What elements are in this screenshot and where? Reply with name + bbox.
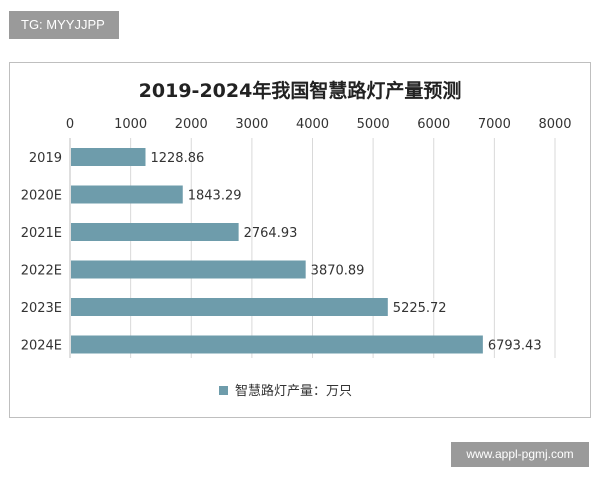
x-tick-label: 6000 xyxy=(417,117,450,132)
legend-swatch xyxy=(219,386,228,395)
x-tick-label: 8000 xyxy=(538,117,571,132)
bar xyxy=(71,185,183,204)
data-label: 6793.43 xyxy=(488,339,542,354)
x-tick-label: 2000 xyxy=(175,117,208,132)
x-tick-label: 7000 xyxy=(478,117,511,132)
category-label: 2020E xyxy=(21,189,62,204)
x-tick-label: 1000 xyxy=(114,117,147,132)
bar xyxy=(71,148,146,166)
category-label: 2019 xyxy=(29,151,62,166)
category-label: 2024E xyxy=(21,339,62,354)
category-label: 2021E xyxy=(21,226,62,241)
bar xyxy=(71,223,239,241)
data-label: 3870.89 xyxy=(311,264,365,279)
bar xyxy=(71,260,306,279)
bar xyxy=(71,298,388,316)
header-tag: TG: MYYJJPP xyxy=(9,11,119,39)
watermark: www.appl-pgmj.com xyxy=(451,442,589,467)
bar xyxy=(71,335,483,354)
x-tick-label: 0 xyxy=(66,117,74,132)
data-label: 1843.29 xyxy=(188,189,242,204)
data-label: 5225.72 xyxy=(393,301,447,316)
category-label: 2022E xyxy=(21,264,62,279)
category-label: 2023E xyxy=(21,301,62,316)
data-label: 2764.93 xyxy=(244,226,298,241)
x-tick-label: 3000 xyxy=(235,117,268,132)
legend-label: 智慧路灯产量：万只 xyxy=(235,383,352,399)
chart-title: 2019-2024年我国智慧路灯产量预测 xyxy=(138,80,462,102)
x-tick-label: 4000 xyxy=(296,117,329,132)
data-label: 1228.86 xyxy=(150,151,204,166)
x-tick-label: 5000 xyxy=(357,117,390,132)
